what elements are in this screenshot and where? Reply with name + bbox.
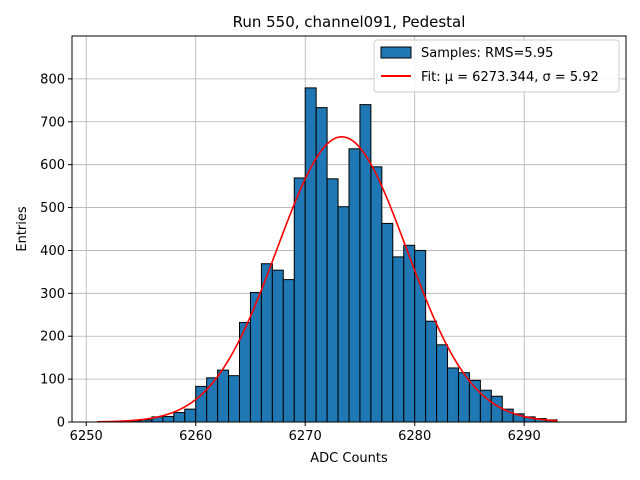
legend-histogram-swatch <box>380 46 412 59</box>
histogram-bar <box>228 375 241 423</box>
legend-box <box>373 39 620 93</box>
y-tick-label: 200 <box>40 330 65 345</box>
legend-fit-label: Fit: μ = 6273.344, σ = 5.92 <box>421 70 599 85</box>
y-tick-label: 100 <box>40 373 65 388</box>
y-tick-label: 500 <box>40 201 65 216</box>
legend: Samples: RMS=5.95 Fit: μ = 6273.344, σ =… <box>373 39 620 93</box>
histogram-bar <box>217 369 230 423</box>
y-tick-label: 0 <box>57 416 65 431</box>
histogram-bar <box>184 408 197 423</box>
histogram-bar <box>348 148 361 423</box>
x-tick-label: 6290 <box>508 429 541 444</box>
histogram-bar <box>293 177 306 423</box>
histogram-bar <box>447 367 459 423</box>
plot-frame <box>71 35 627 423</box>
histogram-bar <box>425 320 438 423</box>
histogram-bars <box>107 87 558 423</box>
histogram-bar <box>359 104 372 423</box>
histogram-bar <box>326 178 339 423</box>
y-tick-label: 400 <box>40 244 65 259</box>
x-tick-label: 6280 <box>398 429 431 444</box>
histogram-bar <box>271 269 284 423</box>
histogram-bar <box>381 222 394 423</box>
histogram-bar <box>370 166 383 423</box>
y-tick-label: 700 <box>40 115 65 130</box>
histogram-bar <box>162 415 175 423</box>
histogram-bar <box>403 244 416 423</box>
legend-histogram-label: Samples: RMS=5.95 <box>421 46 553 61</box>
axis-ticks: 6250 6260 6270 6280 6290 0 100 200 300 400 500 600 7… <box>40 72 541 444</box>
chart-title: Run 550, channel091, Pedestal <box>233 13 466 31</box>
x-axis-title: ADC Counts <box>310 451 388 466</box>
x-tick-label: 6270 <box>289 429 322 444</box>
y-tick-label: 800 <box>40 72 65 87</box>
histogram-bar <box>282 279 295 423</box>
x-tick-label: 6260 <box>179 429 212 444</box>
histogram-bar <box>337 206 350 423</box>
fit-curve <box>97 135 558 423</box>
y-tick-label: 300 <box>40 287 65 302</box>
y-tick-label: 600 <box>40 158 65 173</box>
y-axis-title: Entries <box>15 206 30 252</box>
histogram-bar <box>392 256 405 423</box>
x-tick-label: 6250 <box>70 429 103 444</box>
histogram-bar <box>173 412 186 423</box>
histogram-bar <box>490 395 503 423</box>
histogram-bar <box>436 344 449 423</box>
histogram-bar <box>304 87 317 423</box>
